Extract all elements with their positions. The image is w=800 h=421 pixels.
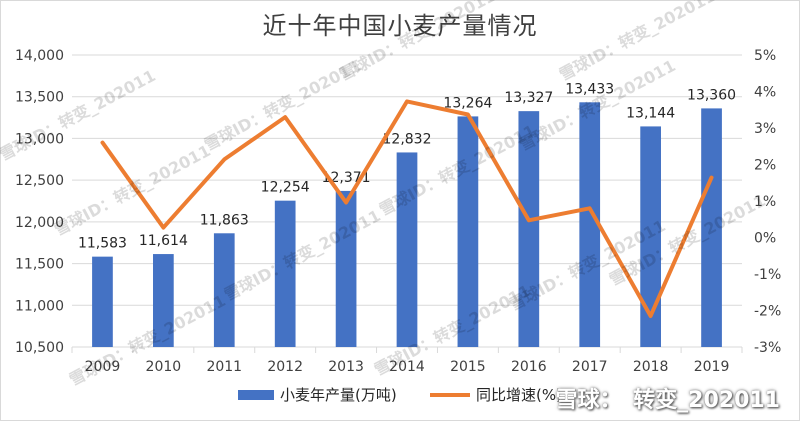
y-right-tick-label: -1%: [754, 267, 781, 283]
y-right-tick-label: 3%: [754, 121, 776, 137]
legend-label-line: 同比增速(%): [476, 386, 562, 404]
watermark-footer-site: 雪球：: [555, 388, 622, 413]
bar: [335, 190, 357, 347]
y-right-tick-label: 4%: [754, 85, 776, 101]
y-left-tick-label: 13,000: [15, 131, 64, 147]
x-tick-label: 2015: [450, 359, 486, 375]
x-tick-label: 2014: [389, 359, 425, 375]
watermark-text: 雪球ID：转变_202011: [51, 141, 214, 239]
x-tick-label: 2016: [511, 359, 547, 375]
bar: [457, 116, 479, 347]
legend-label-bars: 小麦年产量(万吨): [280, 386, 397, 404]
y-right-tick-label: 1%: [754, 194, 776, 210]
bar: [701, 108, 722, 347]
bar-data-label: 12,254: [261, 180, 310, 196]
x-tick-label: 2011: [206, 359, 242, 375]
bar: [518, 111, 540, 347]
bar-data-label: 12,832: [383, 131, 432, 147]
bar-data-label: 13,327: [504, 90, 553, 106]
bar-data-label: 13,264: [443, 95, 492, 111]
y-right-tick-label: -2%: [754, 304, 781, 320]
bar-data-label: 13,144: [626, 105, 675, 121]
bar: [274, 200, 296, 347]
y-left-tick-label: 13,500: [15, 90, 64, 106]
y-right-tick-label: -3%: [754, 340, 781, 356]
x-tick-label: 2009: [85, 359, 121, 375]
y-left-tick-label: 14,000: [15, 48, 64, 64]
chart-title: 近十年中国小麦产量情况: [262, 12, 538, 40]
bar-data-label: 11,583: [78, 236, 127, 252]
y-right-tick-label: 5%: [754, 48, 776, 64]
y-left-tick-label: 12,000: [15, 215, 64, 231]
y-right-tick-label: 0%: [754, 231, 776, 247]
bar-data-label: 13,433: [565, 81, 614, 97]
x-tick-label: 2013: [328, 359, 364, 375]
bar: [396, 152, 418, 347]
watermark-text: 雪球ID：转变_202011: [0, 66, 159, 164]
bar-data-label: 11,863: [200, 212, 249, 228]
bar: [92, 256, 113, 347]
y-left-tick-label: 10,500: [15, 340, 64, 356]
x-tick-label: 2017: [572, 359, 608, 375]
x-tick-label: 2010: [146, 359, 182, 375]
x-tick-label: 2019: [694, 359, 730, 375]
x-tick-label: 2018: [633, 359, 669, 375]
bar: [640, 126, 661, 347]
x-tick-label: 2012: [267, 359, 303, 375]
bar: [153, 254, 174, 347]
bar-data-label: 11,614: [139, 233, 188, 249]
y-right-tick-label: 2%: [754, 158, 776, 174]
y-left-tick-label: 12,500: [15, 173, 64, 189]
bar: [579, 102, 601, 347]
legend-swatch-bars: [238, 390, 274, 400]
y-left-tick-label: 11,000: [15, 298, 64, 314]
bar: [213, 233, 235, 347]
watermark-text: 雪球ID：转变_202011: [556, 0, 719, 84]
watermark-footer-user: 转变_202011: [633, 388, 780, 413]
watermark-text: 雪球ID：转变_202011: [336, 0, 499, 84]
bar-data-label: 13,360: [687, 87, 736, 103]
watermark-footer: 雪球： 转变_202011: [553, 382, 782, 414]
y-left-tick-label: 11,500: [15, 257, 64, 273]
